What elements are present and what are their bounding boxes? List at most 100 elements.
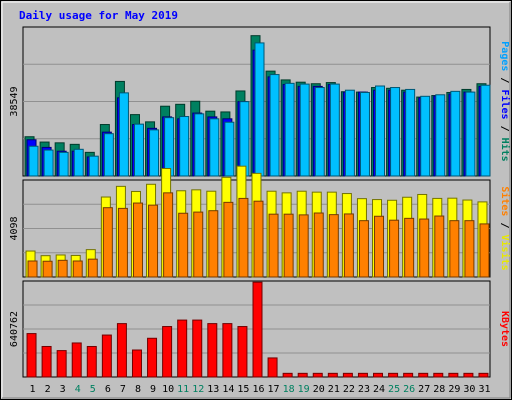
bar-sites-day-17 [268,213,279,278]
x-tick-label-15: 15 [237,384,249,395]
bar-kbytes-day-6 [101,334,112,378]
bar-kbytes-day-17 [267,357,278,378]
bar-pages-day-15 [239,101,250,177]
bar-kbytes-day-7 [116,323,127,378]
bar-kbytes-day-9 [147,337,158,378]
x-tick-label-10: 10 [162,384,174,395]
bar-pages-day-2 [43,149,54,177]
bar-sites-day-22 [343,213,354,278]
x-tick-label-12: 12 [192,384,204,395]
bar-sites-day-4 [72,260,83,278]
x-tick-label-14: 14 [222,384,234,395]
legend-entry-sites-visits-1: / [499,216,510,234]
legend-entry-hits-files-pages-4: Hits [499,138,511,162]
x-tick-label-9: 9 [150,384,156,395]
bar-pages-day-17 [269,74,280,177]
bar-pages-day-5 [88,155,99,177]
bar-kbytes-day-2 [41,345,52,378]
x-tick-label-21: 21 [328,384,340,395]
bar-sites-day-7 [117,207,128,278]
x-tick-label-17: 17 [268,384,280,395]
legend-entry-hits-files-pages-2: Files [499,89,511,119]
bar-sites-day-12 [193,211,204,278]
bar-sites-day-11 [178,212,189,278]
x-tick-label-25: 25 [388,384,400,395]
bar-pages-day-8 [133,123,144,177]
bar-kbytes-day-23 [357,372,368,378]
bar-kbytes-day-28 [433,372,444,378]
bar-pages-day-4 [73,148,84,177]
legend-entry-sites-visits-0: Sites [499,186,511,216]
legend-kbytes: KBytes [499,311,510,347]
bar-pages-day-31 [480,84,491,177]
bar-sites-day-31 [479,223,490,278]
x-tick-label-2: 2 [45,384,51,395]
bar-kbytes-day-20 [312,372,323,378]
bar-sites-day-27 [419,218,430,278]
legend-entry-kbytes-0: KBytes [499,311,510,347]
bar-sites-day-13 [208,210,219,278]
bar-sites-day-10 [163,192,174,278]
bar-pages-day-6 [103,133,114,177]
bar-pages-day-28 [435,94,446,177]
bar-sites-day-1 [27,260,38,278]
x-tick-label-26: 26 [403,384,415,395]
bar-pages-day-22 [344,89,355,177]
legend-hits-files-pages: Pages / Files / Hits [499,41,511,161]
bar-kbytes-day-19 [297,372,308,378]
x-tick-label-1: 1 [30,384,36,395]
x-tick-label-23: 23 [358,384,370,395]
x-tick-label-31: 31 [478,384,490,395]
bar-sites-day-26 [404,217,415,278]
x-tick-label-24: 24 [373,384,385,395]
bar-pages-day-3 [58,151,69,177]
ymax-label-sites-visits: 4098 [9,216,20,240]
x-tick-label-22: 22 [343,384,355,395]
bar-kbytes-day-3 [56,350,67,378]
bar-pages-day-29 [450,90,461,177]
bar-sites-day-28 [434,215,445,278]
bar-pages-day-11 [179,116,190,177]
bar-pages-day-10 [164,117,175,177]
ymax-label-hits-files-pages: 38549 [9,86,20,116]
ymax-label-kbytes: 640762 [9,311,20,347]
bar-pages-day-14 [224,121,235,177]
bar-kbytes-day-24 [373,372,384,378]
bar-pages-day-7 [118,92,129,177]
bar-pages-day-23 [359,91,370,177]
bar-sites-day-2 [42,260,53,278]
bar-sites-day-9 [148,204,159,278]
bar-pages-day-25 [390,87,401,177]
bar-sites-day-16 [253,200,264,278]
bar-pages-day-9 [149,129,160,177]
bar-sites-day-29 [449,220,460,278]
x-tick-label-19: 19 [298,384,310,395]
legend-entry-hits-files-pages-0: Pages [499,41,510,71]
legend-sites-visits: Sites / Visits [499,186,511,270]
x-tick-label-30: 30 [463,384,475,395]
bar-kbytes-day-11 [177,319,188,378]
chart-title: Daily usage for May 2019 [19,9,178,22]
plot-area: 38549 Pages / Files / Hits 4098 Sites / Vis… [9,26,511,395]
x-tick-label-8: 8 [135,384,141,395]
bar-sites-day-20 [313,212,324,278]
bar-kbytes-day-1 [26,333,37,378]
bar-kbytes-day-13 [207,323,218,378]
legend-entry-hits-files-pages-1: / [499,71,510,89]
bar-kbytes-day-8 [131,349,142,378]
bar-kbytes-day-10 [162,326,173,378]
bar-sites-day-21 [328,214,339,278]
bar-kbytes-day-27 [418,372,429,378]
bar-pages-day-30 [465,91,476,177]
bar-kbytes-day-29 [448,372,459,378]
bar-sites-day-30 [464,220,475,278]
x-tick-label-20: 20 [313,384,325,395]
bar-kbytes-day-4 [71,342,82,378]
bar-sites-day-24 [374,215,385,278]
legend-entry-hits-files-pages-3: / [499,120,510,138]
bar-pages-day-16 [254,42,265,177]
x-tick-label-13: 13 [207,384,219,395]
x-tick-label-7: 7 [120,384,126,395]
bar-sites-day-23 [358,220,369,278]
bar-sites-day-25 [389,219,400,278]
